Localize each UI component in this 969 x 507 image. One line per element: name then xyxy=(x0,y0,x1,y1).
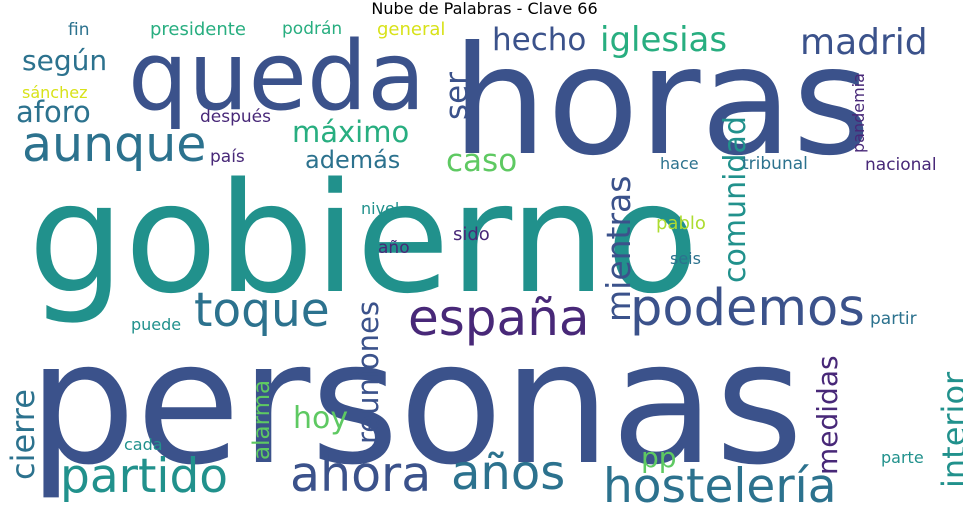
word-general: general xyxy=(377,19,446,40)
word-caso: caso xyxy=(446,143,518,179)
word-ano: año xyxy=(378,238,410,258)
word-cada: cada xyxy=(124,435,163,454)
word-maximo: máximo xyxy=(292,115,410,149)
word-espana: españa xyxy=(408,289,590,347)
word-cierre: cierre xyxy=(8,389,42,480)
word-fin: fin xyxy=(68,20,90,40)
word-nacional: nacional xyxy=(865,155,937,175)
word-pandemia: pandemia xyxy=(849,73,868,153)
word-iglesias: iglesias xyxy=(600,20,728,60)
word-pais: país xyxy=(210,147,245,167)
word-hosteleria: hostelería xyxy=(603,459,837,503)
word-seis: seis xyxy=(670,249,701,268)
word-nivel: nivel xyxy=(361,199,400,218)
word-ademas: además xyxy=(305,146,401,174)
word-pp: pp xyxy=(641,441,677,474)
word-queda: queda xyxy=(128,22,426,132)
word-interior: interior xyxy=(935,371,963,488)
word-puede: puede xyxy=(131,315,182,334)
word-mientras: mientras xyxy=(599,175,638,322)
word-sido: sido xyxy=(453,224,490,245)
word-podemos: podemos xyxy=(630,279,865,338)
word-partido: partido xyxy=(60,449,229,503)
word-comunidad: comunidad xyxy=(718,116,753,283)
word-hecho: hecho xyxy=(492,22,587,58)
word-aunque: aunque xyxy=(22,116,207,173)
word-personas: personas xyxy=(28,305,804,503)
word-anos: años xyxy=(451,445,566,501)
word-horas: horas xyxy=(452,19,871,189)
word-partir: partir xyxy=(870,309,917,329)
word-aforo: aforo xyxy=(16,95,91,129)
cloud-title: Nube de Palabras - Clave 66 xyxy=(371,0,598,18)
word-presidente: presidente xyxy=(150,19,246,40)
word-ahora: ahora xyxy=(290,446,432,503)
word-despues: después xyxy=(200,107,271,127)
word-reuniones: reuniones xyxy=(351,300,385,444)
word-gobierno: gobierno xyxy=(28,150,699,327)
word-hace: hace xyxy=(660,154,699,173)
word-pablo: pablo xyxy=(656,213,706,234)
word-segun: según xyxy=(22,44,108,77)
word-medidas: medidas xyxy=(811,355,844,475)
word-tribunal: tribunal xyxy=(742,154,808,174)
word-ser: ser xyxy=(439,72,475,120)
word-sanchez: sánchez xyxy=(22,83,88,102)
word-madrid: madrid xyxy=(800,22,928,63)
word-parte: parte xyxy=(881,448,924,467)
word-alarma: alarma xyxy=(249,379,275,460)
word-hoy: hoy xyxy=(293,401,349,436)
word-cloud: gobierno personas horas queda aunque esp… xyxy=(8,19,963,503)
word-podran: podrán xyxy=(282,19,343,39)
word-toque: toque xyxy=(194,283,330,338)
